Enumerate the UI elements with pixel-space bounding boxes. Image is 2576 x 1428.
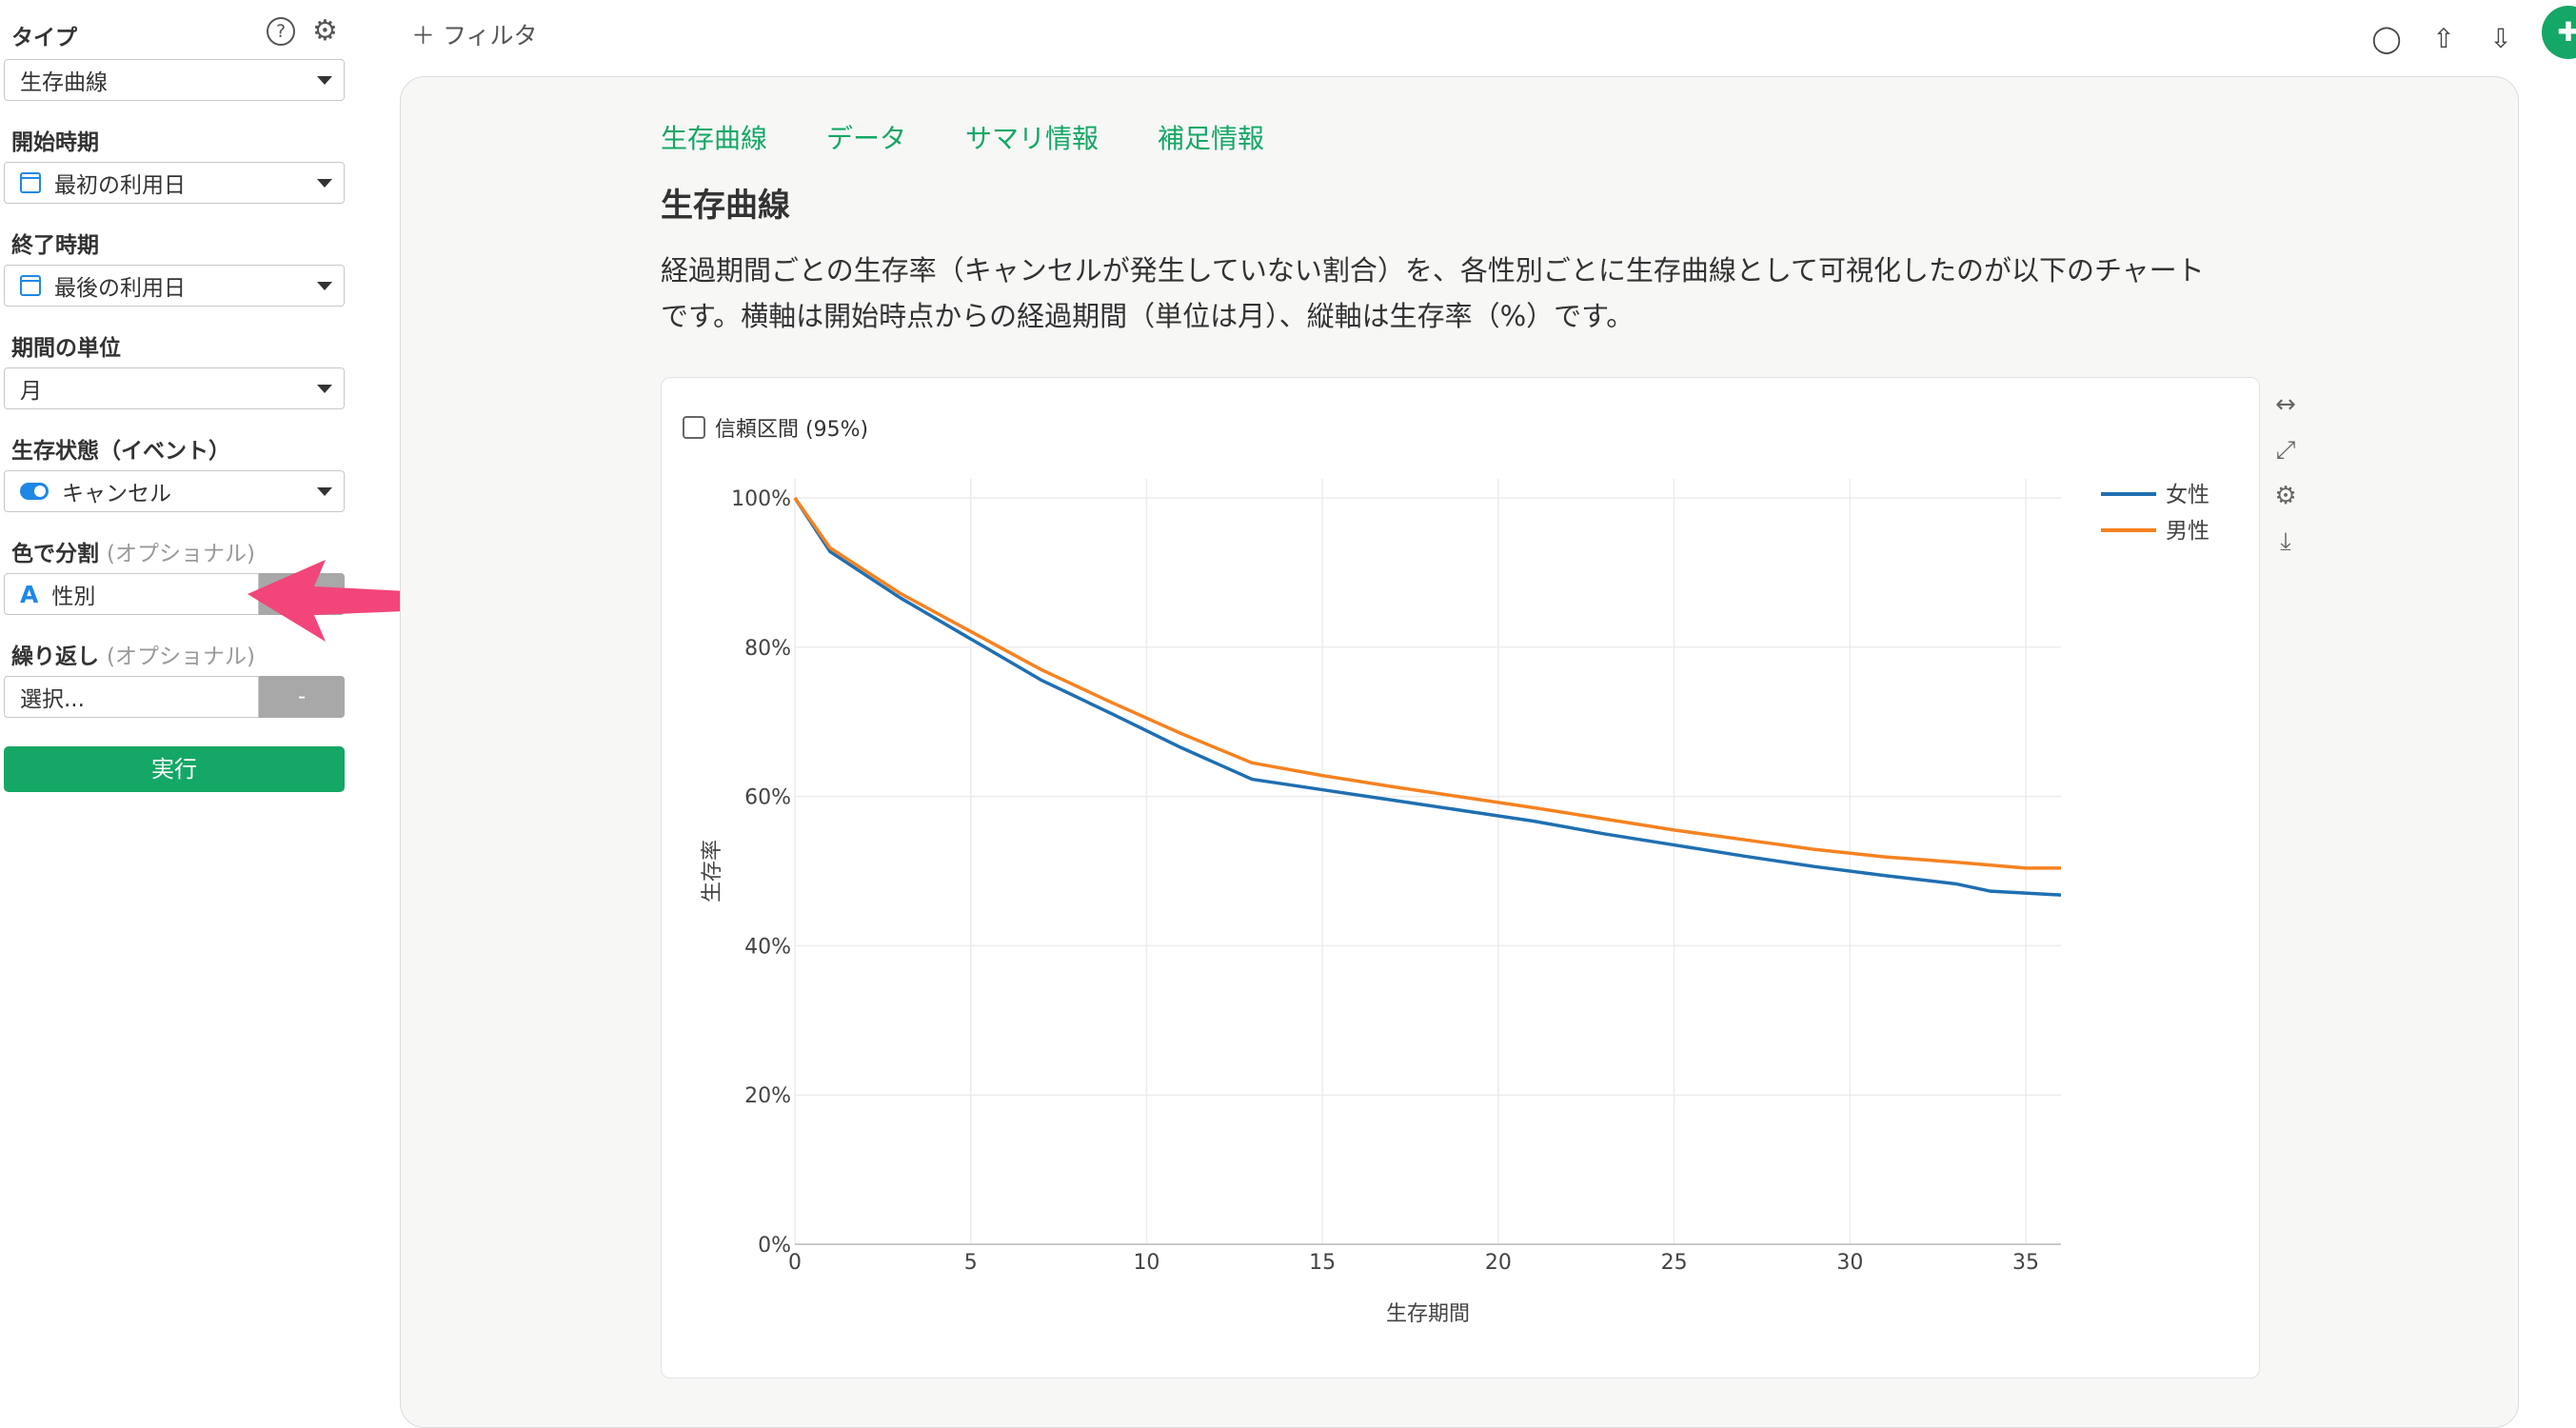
type-select-value: 生存曲線 — [20, 70, 108, 95]
unit-label: 期間の単位 — [11, 336, 121, 361]
toggle-icon — [20, 483, 49, 500]
tab-survival-curve[interactable]: 生存曲線 — [661, 123, 768, 154]
color-split-value: 性別 — [51, 585, 96, 609]
y-tick-label: 40% — [744, 935, 791, 959]
x-tick-label: 35 — [2012, 1251, 2039, 1275]
x-tick-label: 20 — [1485, 1251, 1512, 1275]
help-icon[interactable]: ? — [267, 17, 295, 46]
chevron-down-icon — [317, 487, 332, 496]
event-select[interactable]: キャンセル — [4, 470, 345, 512]
color-split-label: 色で分割 (オプショナル) — [11, 535, 255, 567]
y-tick-label: 60% — [744, 786, 791, 810]
chart-side-tools: ↔ ⤢ ⚙ ⤓ — [2269, 390, 2302, 573]
event-select-value: キャンセル — [62, 482, 171, 506]
top-right-toolbar: ◯ ⇧ ⇩ ✚ — [2370, 6, 2576, 59]
y-tick-label: 100% — [731, 487, 791, 511]
chart-download-icon[interactable]: ⤓ — [2280, 527, 2291, 556]
x-tick-label: 10 — [1133, 1251, 1159, 1275]
unit-select-value: 月 — [20, 379, 42, 404]
color-split-optional: (オプショナル) — [107, 542, 255, 566]
repeat-input[interactable]: 選択... — [4, 676, 259, 718]
legend-label: 女性 — [2166, 483, 2209, 507]
repeat-label-text: 繰り返し — [11, 645, 99, 669]
x-tick-label: 0 — [788, 1251, 802, 1275]
type-select[interactable]: 生存曲線 — [4, 59, 345, 101]
sidebar: タイプ ? ⚙ 生存曲線 開始時期 最初の利用日 終了時期 最後の利用日 期間の… — [0, 0, 354, 1401]
result-tabs: 生存曲線 データ サマリ情報 補足情報 — [661, 118, 1323, 156]
chart-settings-icon[interactable]: ⚙ — [2274, 482, 2297, 510]
ci-label: 信頼区間 (95%) — [715, 418, 869, 442]
chevron-down-icon — [317, 282, 332, 290]
chevron-down-icon — [317, 179, 332, 188]
start-select-value: 最初の利用日 — [54, 173, 186, 198]
x-tick-label: 30 — [1836, 1251, 1863, 1275]
repeat-placeholder: 選択... — [20, 687, 85, 712]
fullscreen-icon[interactable]: ⤢ — [2275, 436, 2296, 465]
upload-icon[interactable]: ⇧ — [2432, 22, 2455, 54]
series-line-male — [793, 496, 2061, 870]
repeat-clear-button[interactable]: - — [259, 676, 345, 718]
tab-summary[interactable]: サマリ情報 — [965, 123, 1100, 154]
calendar-icon — [20, 172, 41, 193]
expand-horizontal-icon[interactable]: ↔ — [2275, 390, 2296, 419]
x-axis-label: 生存期間 — [1386, 1302, 1470, 1326]
x-tick-label: 5 — [964, 1251, 978, 1275]
y-tick-label: 80% — [744, 637, 791, 661]
string-type-icon: A — [20, 580, 39, 608]
legend-label: 男性 — [2166, 519, 2209, 544]
calendar-icon — [20, 275, 41, 296]
chevron-down-icon — [317, 76, 332, 85]
color-split-label-text: 色で分割 — [11, 542, 99, 566]
start-label: 開始時期 — [11, 130, 99, 155]
survival-chart: 0 5 10 15 20 25 30 35 0% 20% 40% 60% 80% 100% 生存期間 生存率 女… — [701, 479, 2209, 1326]
color-split-input[interactable]: A 性別 — [4, 573, 259, 615]
gear-icon[interactable]: ⚙ — [312, 14, 338, 48]
chevron-down-icon — [317, 385, 332, 393]
x-tick-label: 15 — [1309, 1251, 1336, 1275]
description-line-1: 経過期間ごとの生存率（キャンセルが発生していない割合）を、各性別ごとに生存曲線と… — [661, 254, 2205, 287]
x-tick-label: 25 — [1661, 1251, 1688, 1275]
repeat-optional: (オプショナル) — [107, 645, 255, 669]
page-title: 生存曲線 — [661, 187, 790, 225]
plus-icon: ＋ — [411, 22, 443, 50]
confidence-interval-toggle[interactable]: 信頼区間 (95%) — [683, 412, 868, 443]
y-tick-label: 0% — [758, 1234, 791, 1258]
ci-checkbox[interactable] — [683, 416, 705, 439]
start-select[interactable]: 最初の利用日 — [4, 162, 345, 204]
type-label: タイプ — [11, 26, 77, 50]
repeat-label: 繰り返し (オプショナル) — [11, 638, 255, 670]
unit-select[interactable]: 月 — [4, 367, 345, 409]
filter-button[interactable]: ＋ フィルタ — [411, 17, 537, 51]
end-label: 終了時期 — [11, 233, 99, 258]
sidebar-top-icons: ? ⚙ — [267, 17, 338, 46]
run-button[interactable]: 実行 — [4, 746, 345, 792]
tab-supplement[interactable]: 補足情報 — [1158, 123, 1265, 154]
comment-icon[interactable]: ◯ — [2371, 22, 2402, 54]
y-axis-label: 生存率 — [701, 840, 724, 902]
description: 経過期間ごとの生存率（キャンセルが発生していない割合）を、各性別ごとに生存曲線と… — [661, 248, 2279, 339]
chart-card: 信頼区間 (95%) 0 5 10 15 20 25 30 35 0% 20% 40% 60% 80% 1… — [661, 377, 2260, 1378]
end-select-value: 最後の利用日 — [54, 276, 186, 301]
description-line-2: です。横軸は開始時点からの経過期間（単位は月）、縦軸は生存率（%）です。 — [661, 300, 1635, 332]
y-tick-label: 20% — [744, 1084, 791, 1108]
end-select[interactable]: 最後の利用日 — [4, 265, 345, 307]
pin-icon[interactable]: ✚ — [2542, 6, 2576, 59]
filter-label: フィルタ — [442, 22, 538, 50]
download-icon[interactable]: ⇩ — [2489, 22, 2512, 54]
annotation-arrow — [248, 560, 539, 642]
event-label: 生存状態（イベント） — [11, 439, 230, 464]
tab-data[interactable]: データ — [826, 123, 907, 154]
arrow-shape — [248, 560, 539, 642]
series-line-female — [793, 497, 2062, 897]
